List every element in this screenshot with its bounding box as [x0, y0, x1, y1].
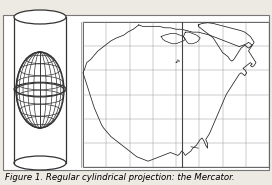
Bar: [3, 15, 269, 170]
Ellipse shape: [14, 10, 66, 24]
Ellipse shape: [16, 52, 64, 128]
Bar: [83, 22, 269, 167]
Text: Figure 1. Regular cylindrical projection: the Mercator.: Figure 1. Regular cylindrical projection…: [5, 173, 235, 182]
